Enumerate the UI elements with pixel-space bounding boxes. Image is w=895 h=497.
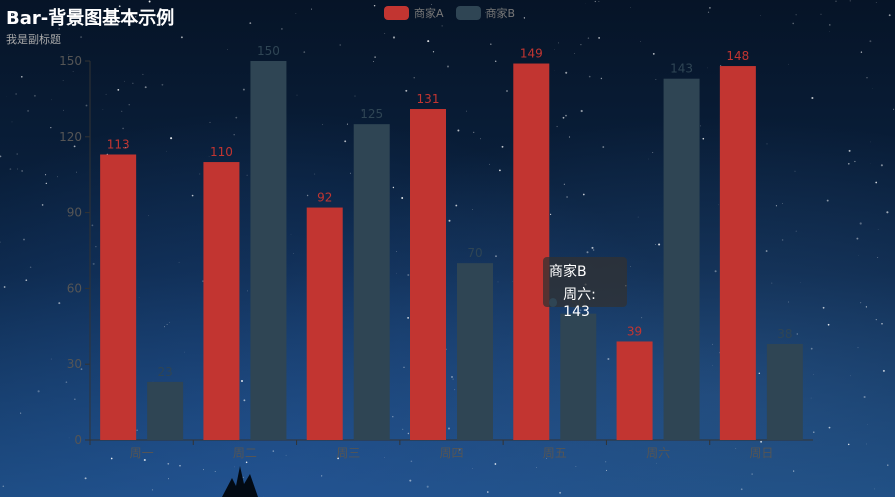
y-tick-label: 150 [59,54,82,68]
data-label: 23 [158,365,173,379]
tooltip-value: 周六: 143 [563,287,596,320]
legend-item-a[interactable]: 商家A [384,5,444,21]
y-tick-label: 120 [59,130,82,144]
x-tick-label: 周五 [543,446,567,460]
x-tick-label: 周六 [646,446,670,460]
chart-title: Bar-背景图基本示例 [6,8,175,29]
data-label: 131 [417,92,440,106]
y-tick-label: 0 [74,433,82,447]
bar-b[interactable] [147,381,184,440]
y-tick-label: 30 [67,357,82,371]
data-label: 143 [670,62,693,76]
data-label: 150 [257,44,280,58]
data-label: 70 [467,246,482,260]
legend-swatch-a [384,6,409,20]
bar-b[interactable] [560,313,597,440]
bar-b[interactable] [353,124,390,441]
bar-a[interactable] [100,154,137,440]
bar-a[interactable] [203,162,240,441]
y-tick-label: 90 [67,206,82,220]
bar-b[interactable] [766,343,803,440]
x-tick-label: 周一 [130,446,154,460]
legend: 商家A 商家B [384,5,515,21]
bar-a[interactable] [719,66,756,440]
bar-a[interactable] [513,63,550,440]
y-tick-label: 60 [67,281,82,295]
data-label: 38 [777,327,792,341]
data-label: 113 [107,137,130,151]
x-tick-label: 周四 [439,446,463,460]
x-tick-label: 周三 [336,446,360,460]
legend-label-a: 商家A [414,7,444,20]
data-label: 39 [627,324,642,338]
x-tick-label: 周日 [749,446,773,460]
data-label: 92 [317,191,332,205]
bar-a[interactable] [616,341,653,440]
bar-b[interactable] [457,263,493,440]
data-label: 149 [520,47,543,61]
chart-subtitle: 我是副标题 [6,33,61,46]
bar-b[interactable] [250,61,287,440]
tooltip-series-name: 商家B [549,264,587,280]
data-label: 148 [726,49,749,63]
bar-a[interactable] [410,109,446,441]
legend-swatch-b [455,6,481,20]
bar-b[interactable] [663,78,700,440]
tooltip: 商家B 周六: 143 [543,257,627,320]
data-label: 125 [360,107,383,121]
x-tick-label: 周二 [233,446,257,460]
tooltip-color-dot [549,297,558,307]
legend-item-b[interactable]: 商家B [455,5,516,21]
legend-label-b: 商家B [485,7,516,20]
data-label: 110 [210,145,233,159]
tree-silhouette [222,466,258,497]
bar-a[interactable] [306,207,343,440]
